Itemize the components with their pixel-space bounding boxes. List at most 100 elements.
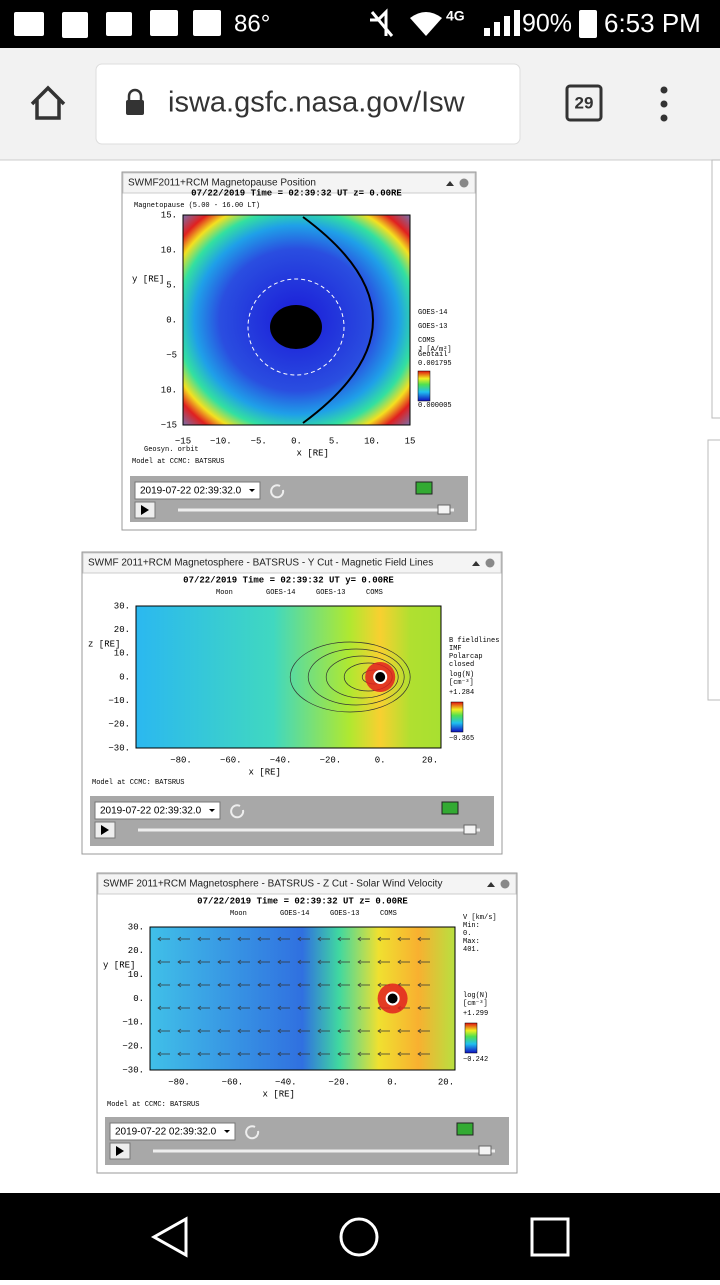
side-legend-item: 0. xyxy=(463,930,471,938)
top-legend-item: GOES-13 xyxy=(316,589,345,597)
y-tick-label: 0. xyxy=(119,672,130,682)
colorbar-label: J [A/m²] xyxy=(418,346,452,354)
velocity-arrow xyxy=(337,936,350,942)
refresh-button[interactable] xyxy=(270,484,285,499)
home-nav-button[interactable] xyxy=(339,1217,379,1257)
velocity-arrow xyxy=(297,1051,310,1057)
velocity-arrow xyxy=(417,959,430,965)
field-line xyxy=(325,655,399,699)
x-tick-label: 5. xyxy=(329,436,340,446)
velocity-arrow xyxy=(377,959,390,965)
url-box[interactable] xyxy=(95,63,521,145)
y-tick-label: 10. xyxy=(161,245,177,255)
time-select[interactable] xyxy=(134,481,261,500)
back-button[interactable] xyxy=(150,1216,188,1258)
video-button[interactable] xyxy=(415,481,433,495)
colorbar-label: +1.299 xyxy=(463,1010,488,1018)
model-credit: Model at CCMC: BATSRUS xyxy=(132,458,224,466)
collapse-button[interactable] xyxy=(487,882,495,887)
x-tick-label: −40. xyxy=(275,1077,297,1087)
velocity-arrow xyxy=(417,1028,430,1034)
select-arrow xyxy=(224,1130,230,1133)
model-credit: Model at CCMC: BATSRUS xyxy=(107,1101,199,1109)
colorbar-label: [cm⁻³] xyxy=(463,1000,488,1008)
x-tick-label: 10. xyxy=(364,436,380,446)
tab-count[interactable]: 29 xyxy=(575,93,594,112)
velocity-arrow xyxy=(237,982,250,988)
x-tick-label: −40. xyxy=(270,755,292,765)
menu-button[interactable] xyxy=(660,86,668,122)
time-select-value[interactable]: 2019-07-22 02:39:32.0 xyxy=(100,806,202,817)
status-icons xyxy=(14,8,597,38)
slider-handle[interactable] xyxy=(478,1145,492,1156)
y-tick-label: 20. xyxy=(114,625,130,635)
slider-handle[interactable] xyxy=(463,824,477,835)
collapse-button[interactable] xyxy=(472,561,480,566)
url[interactable]: iswa.gsfc.nasa.gov/Isw xyxy=(168,87,466,119)
x-tick-label: −80. xyxy=(170,755,192,765)
velocity-arrow xyxy=(337,959,350,965)
video-button[interactable] xyxy=(441,801,459,815)
velocity-arrow xyxy=(297,959,310,965)
y-tick-label: 20. xyxy=(128,946,144,956)
time-select[interactable] xyxy=(94,801,221,820)
y-tick-label: 15. xyxy=(161,210,177,220)
colorbar-label: 0.001795 xyxy=(418,360,452,368)
velocity-arrow xyxy=(357,982,370,988)
field-line xyxy=(289,641,411,713)
velocity-arrow xyxy=(337,1028,350,1034)
side-legend-item: GOES-13 xyxy=(418,323,447,331)
time-select-value[interactable]: 2019-07-22 02:39:32.0 xyxy=(140,486,242,497)
plot-image xyxy=(149,926,456,1071)
video-button[interactable] xyxy=(456,1122,474,1136)
select-arrow xyxy=(209,809,215,812)
colorbar xyxy=(450,701,464,733)
velocity-arrow xyxy=(257,959,270,965)
close-button[interactable] xyxy=(500,879,510,889)
refresh-button[interactable] xyxy=(245,1125,260,1140)
y-tick-label: 10. xyxy=(114,649,130,659)
velocity-arrow xyxy=(397,1028,410,1034)
top-legend-item: COMS xyxy=(366,589,383,597)
close-button[interactable] xyxy=(459,178,469,188)
side-legend-item: GOES-14 xyxy=(418,309,447,317)
colorbar-label: −0.242 xyxy=(463,1056,488,1064)
velocity-arrow xyxy=(317,982,330,988)
side-legend-item: closed xyxy=(449,661,474,669)
velocity-arrow xyxy=(317,1028,330,1034)
velocity-arrow xyxy=(177,936,190,942)
y-tick-label: 0. xyxy=(133,994,144,1004)
recents-button[interactable] xyxy=(530,1217,570,1257)
tabs-button[interactable] xyxy=(565,84,603,122)
collapse-button[interactable] xyxy=(446,181,454,186)
clock: 6:53 PM xyxy=(604,8,701,38)
x-tick-label: −60. xyxy=(222,1077,244,1087)
slider-handle[interactable] xyxy=(437,504,451,515)
magnetopause xyxy=(302,216,374,424)
x-tick-label: 20. xyxy=(438,1077,454,1087)
velocity-arrow xyxy=(237,1051,250,1057)
velocity-arrow xyxy=(157,1005,170,1011)
colorbar-label: log(N) xyxy=(449,671,474,679)
time-select[interactable] xyxy=(109,1122,236,1141)
velocity-arrow xyxy=(277,1051,290,1057)
velocity-arrow xyxy=(277,1005,290,1011)
home-button[interactable] xyxy=(30,85,66,120)
colorbar xyxy=(464,1022,478,1054)
velocity-arrow xyxy=(297,982,310,988)
top-legend-item: GOES-13 xyxy=(330,910,359,918)
refresh-button[interactable] xyxy=(230,804,245,819)
x-tick-label: 15 xyxy=(405,436,416,446)
velocity-arrow xyxy=(297,936,310,942)
side-legend-item: IMF xyxy=(449,645,462,653)
close-button[interactable] xyxy=(485,558,495,568)
y-tick-label: −10. xyxy=(122,1018,144,1028)
velocity-arrow xyxy=(377,1028,390,1034)
velocity-arrow xyxy=(257,936,270,942)
time-select-value[interactable]: 2019-07-22 02:39:32.0 xyxy=(115,1127,217,1138)
velocity-arrow xyxy=(177,1051,190,1057)
colorbar-label: −0.365 xyxy=(449,735,474,743)
velocity-arrow xyxy=(217,936,230,942)
